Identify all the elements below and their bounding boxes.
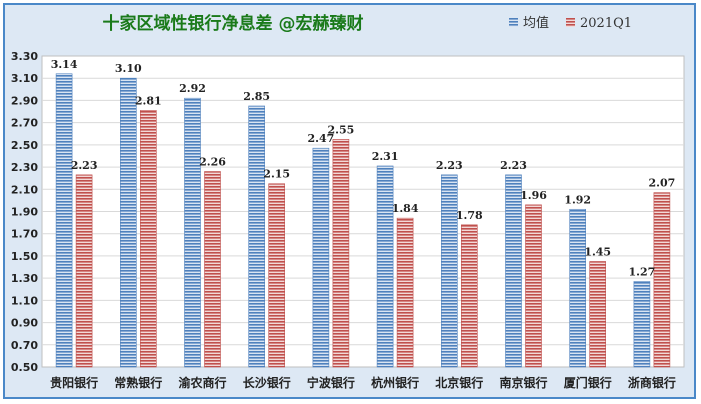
data-label: 1.78 bbox=[456, 209, 483, 222]
y-tick-label: 1.90 bbox=[11, 206, 38, 219]
y-tick-label: 1.10 bbox=[11, 294, 38, 307]
y-tick-label: 2.70 bbox=[11, 117, 38, 130]
data-label: 1.96 bbox=[520, 189, 547, 202]
legend-swatch-series-0 bbox=[509, 18, 518, 27]
bar-2021q1 bbox=[525, 204, 542, 368]
bar-average bbox=[120, 77, 137, 368]
bar-2021q1 bbox=[268, 183, 286, 368]
y-tick-label: 0.50 bbox=[11, 361, 38, 374]
data-label: 2.23 bbox=[500, 159, 527, 172]
data-label: 2.23 bbox=[436, 159, 463, 172]
x-tick-label: 厦门银行 bbox=[564, 375, 612, 390]
bar-average bbox=[633, 281, 651, 368]
y-tick-label: 3.30 bbox=[11, 50, 38, 63]
chart-title: 十家区域性银行净息差 @宏赫臻财 bbox=[103, 13, 364, 34]
data-label: 1.92 bbox=[564, 193, 591, 206]
bar-2021q1 bbox=[396, 217, 414, 368]
y-tick-label: 2.90 bbox=[11, 94, 38, 107]
x-tick-label: 宁波银行 bbox=[307, 375, 355, 390]
bar-average bbox=[569, 208, 587, 368]
y-tick-label: 0.70 bbox=[11, 339, 38, 352]
legend: 均值 2021Q1 bbox=[509, 15, 632, 31]
x-tick-label: 贵阳银行 bbox=[50, 375, 98, 390]
x-tick-label: 杭州银行 bbox=[371, 375, 419, 390]
data-label: 2.15 bbox=[263, 168, 290, 181]
y-axis-ticks: 0.50 0.70 0.90 1.10 1.30 1.50 1.70 1.90 2.10 2.30… bbox=[11, 50, 38, 374]
bar-average bbox=[55, 73, 73, 368]
bar-2021q1 bbox=[653, 192, 671, 368]
y-tick-label: 2.10 bbox=[11, 183, 38, 196]
legend-swatch-series-1 bbox=[566, 18, 575, 27]
data-label: 2.26 bbox=[199, 156, 226, 169]
x-tick-label: 北京银行 bbox=[435, 375, 483, 390]
data-label: 1.45 bbox=[584, 245, 611, 258]
bar-average bbox=[184, 97, 201, 368]
data-label: 2.85 bbox=[243, 90, 270, 103]
y-tick-label: 3.10 bbox=[11, 72, 38, 85]
bar-average bbox=[440, 174, 458, 368]
x-tick-label: 浙商银行 bbox=[628, 375, 676, 390]
bar-2021q1 bbox=[332, 139, 350, 368]
x-tick-label: 南京银行 bbox=[499, 375, 547, 390]
legend-label-series-0: 均值 bbox=[523, 15, 549, 31]
y-tick-label: 1.50 bbox=[11, 250, 38, 263]
data-label: 2.47 bbox=[308, 132, 335, 145]
y-tick-label: 0.90 bbox=[11, 317, 38, 330]
data-label: 3.10 bbox=[115, 62, 142, 75]
bar-2021q1 bbox=[140, 110, 157, 368]
data-labels: 3.14 2.23 3.10 2.81 2.92 2.26 2.85 2.15 2.472.55… bbox=[51, 58, 676, 279]
bar-2021q1 bbox=[75, 174, 93, 368]
data-label: 2.55 bbox=[328, 123, 355, 136]
x-tick-label: 渝农商行 bbox=[178, 375, 226, 390]
bar-average bbox=[376, 165, 394, 368]
data-label: 2.23 bbox=[71, 159, 98, 172]
y-tick-label: 2.50 bbox=[11, 139, 38, 152]
data-label: 2.07 bbox=[649, 177, 676, 190]
bar-average bbox=[312, 147, 330, 368]
data-label: 2.31 bbox=[372, 150, 399, 163]
y-tick-label: 1.70 bbox=[11, 228, 38, 241]
data-label: 3.14 bbox=[51, 58, 78, 71]
bars bbox=[55, 73, 671, 368]
x-axis-ticks: 贵阳银行 常熟银行 渝农商行 长沙银行 宁波银行 杭州银行 北京银行 南京银行 厦门银行 浙商银行 bbox=[50, 375, 676, 390]
x-tick-label: 长沙银行 bbox=[243, 375, 291, 390]
bar-2021q1 bbox=[460, 224, 478, 368]
bar-2021q1 bbox=[204, 171, 221, 368]
legend-label-series-1: 2021Q1 bbox=[580, 16, 632, 31]
y-tick-label: 1.30 bbox=[11, 272, 38, 285]
x-tick-label: 常熟银行 bbox=[114, 375, 162, 390]
bar-average bbox=[248, 105, 265, 368]
data-label: 2.92 bbox=[179, 82, 206, 95]
data-label: 1.84 bbox=[392, 202, 419, 215]
y-tick-label: 2.30 bbox=[11, 161, 38, 174]
data-label: 2.81 bbox=[135, 94, 162, 107]
bar-average bbox=[505, 174, 522, 368]
data-label: 1.27 bbox=[629, 265, 656, 278]
bar-2021q1 bbox=[589, 261, 607, 368]
